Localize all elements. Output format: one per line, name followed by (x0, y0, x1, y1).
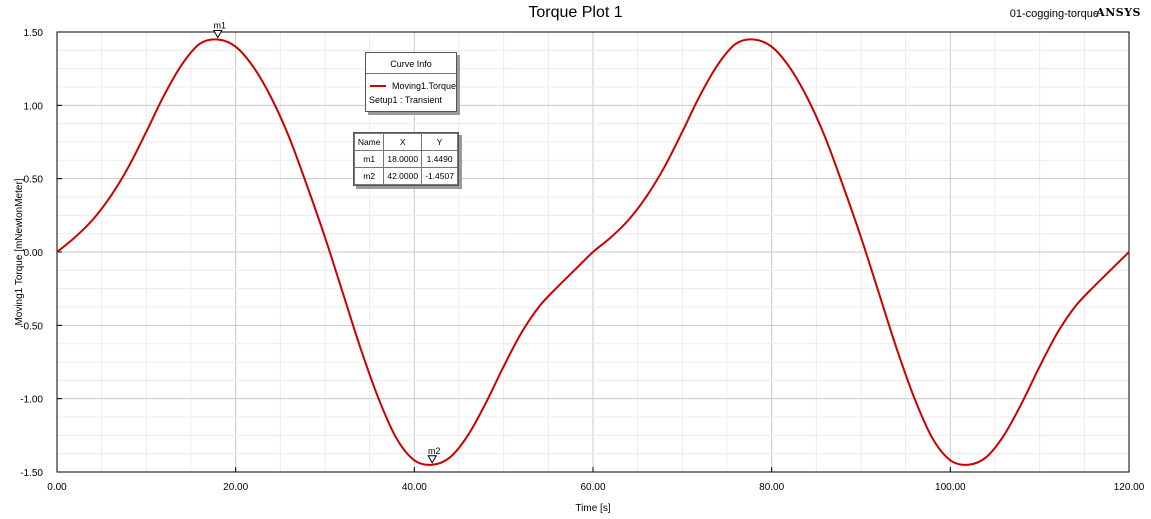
x-tick-label: 100.00 (935, 482, 966, 493)
marker-label-m2: m2 (428, 446, 441, 456)
marker-name: m2 (353, 167, 385, 185)
curve-info-legend[interactable]: Curve Info Moving1.Torque Setup1 : Trans… (365, 52, 457, 112)
design-name: 01-cogging-torque (1009, 8, 1099, 20)
marker-label-m1: m1 (214, 20, 227, 30)
x-tick-label: 20.00 (223, 482, 248, 493)
brand-logo: ANSYS (1096, 6, 1141, 19)
y-tick-label: 0.00 (24, 248, 44, 259)
y-tick-label: 0.50 (24, 175, 44, 186)
x-tick-label: 80.00 (759, 482, 784, 493)
legend-swatch (370, 85, 386, 87)
marker-name: m1 (353, 150, 385, 168)
y-axis-label: Moving1 Torque [mNewtonMeter] (14, 178, 25, 326)
marker-x: 42.0000 (383, 167, 423, 185)
marker-table[interactable]: Name X Y m1 18.0000 1.4490 m2 42.0000 -1… (353, 132, 459, 186)
column-header-y: Y (421, 133, 458, 151)
marker-y: -1.4507 (421, 167, 458, 185)
marker-m1-icon (212, 29, 223, 39)
y-tick-label: -1.00 (20, 395, 43, 406)
tick-labels: 0.00 20.00 40.00 60.00 80.00 100.00 120.00 1.50… (20, 28, 1145, 493)
x-tick-label: 40.00 (402, 482, 427, 493)
x-tick-label: 60.00 (580, 482, 605, 493)
x-tick-label: 120.00 (1114, 482, 1145, 493)
y-tick-label: -1.50 (20, 468, 43, 479)
y-tick-label: -0.50 (20, 321, 43, 332)
legend-setup: Setup1 : Transient (369, 95, 443, 105)
table-row[interactable]: m2 42.0000 -1.4507 (353, 167, 458, 185)
axis-ticks (56, 31, 1130, 473)
x-tick-label: 0.00 (47, 482, 67, 493)
plot-title: Torque Plot 1 (528, 4, 623, 21)
marker-m2-icon (427, 455, 438, 464)
column-header-name: Name (353, 133, 385, 151)
curve-info-header: Curve Info (366, 53, 456, 74)
series-line-moving1-torque (56, 38, 1130, 466)
table-row[interactable]: m1 18.0000 1.4490 (353, 150, 458, 168)
marker-x: 18.0000 (383, 150, 423, 168)
marker-y: 1.4490 (421, 150, 458, 168)
legend-entry[interactable]: Moving1.Torque (366, 81, 456, 91)
column-header-x: X (383, 133, 423, 151)
x-axis-label: Time [s] (575, 503, 611, 514)
y-tick-label: 1.50 (24, 28, 44, 39)
legend-trace-name: Moving1.Torque (391, 81, 456, 91)
y-tick-label: 1.00 (24, 101, 44, 112)
marker-table-header: Name X Y (353, 133, 458, 151)
